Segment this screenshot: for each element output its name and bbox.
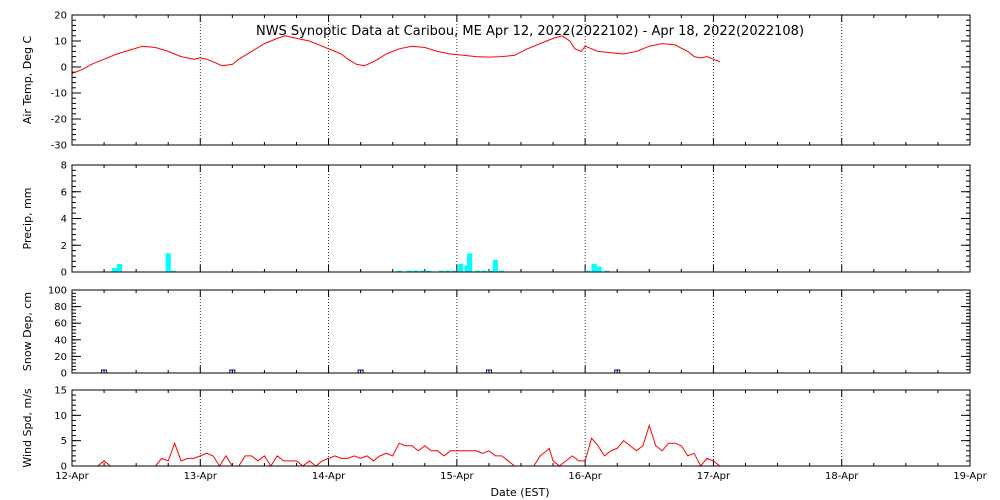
precip-bar — [492, 259, 498, 272]
x-tick-label: 18-Apr — [825, 471, 859, 482]
series-line-temp — [71, 35, 721, 74]
y-tick-label: 20 — [54, 11, 67, 22]
x-tick-label: 12-Apr — [55, 471, 89, 482]
panel-frame — [71, 164, 971, 273]
y-tick-label: 6 — [61, 187, 67, 198]
precip-bar — [458, 263, 464, 272]
y-tick-label: 0 — [61, 63, 67, 74]
precip-bar — [591, 263, 597, 272]
x-tick-label: 17-Apr — [697, 471, 731, 482]
y-tick-label: 40 — [54, 335, 67, 346]
x-axis-label: Date (EST) — [490, 486, 549, 499]
x-tick-label: 15-Apr — [440, 471, 474, 482]
panel-frame — [71, 289, 971, 374]
y-tick-label: 10 — [54, 37, 67, 48]
precip-bar — [445, 270, 451, 272]
precip-bar — [467, 253, 473, 272]
panel-temp: -30 -20 -10 0 10 20 Air Temp, Deg C — [21, 11, 971, 152]
y-tick-label: -30 — [51, 141, 67, 152]
panels: -30 -20 -10 0 10 20 Air Temp, Deg C 0 2 4 6 8 Precip… — [21, 11, 988, 483]
y-axis-label-temp: Air Temp, Deg C — [21, 36, 34, 125]
precip-bar — [116, 263, 123, 272]
precip-bar — [604, 270, 610, 272]
x-tick-label: 13-Apr — [184, 471, 218, 482]
y-axis-label-snow: Snow Dep, cm — [21, 292, 34, 371]
precip-bar — [451, 270, 457, 272]
precip-bar — [487, 270, 493, 272]
y-tick-label: 15 — [54, 386, 67, 397]
y-tick-label: 4 — [61, 214, 67, 225]
x-tick-label: 19-Apr — [953, 471, 987, 482]
precip-bar — [426, 270, 432, 272]
series-line-wind — [72, 423, 721, 467]
precip-bar — [165, 253, 171, 272]
y-tick-label: 5 — [61, 436, 67, 447]
chart-title: NWS Synoptic Data at Caribou, ME Apr 12,… — [256, 24, 804, 39]
y-tick-label: 60 — [54, 319, 67, 330]
y-tick-label: 2 — [61, 241, 67, 252]
precip-bar — [596, 266, 602, 272]
y-axis-label-wind: Wind Spd, m/s — [21, 388, 34, 468]
panel-precip: 0 2 4 6 8 Precip, mm — [21, 161, 971, 279]
x-tick-label: 14-Apr — [312, 471, 346, 482]
y-tick-label: 8 — [61, 161, 67, 172]
precip-bar — [474, 270, 480, 272]
y-tick-label: 0 — [61, 369, 67, 380]
precip-bar — [481, 270, 487, 272]
x-tick-label: 16-Apr — [568, 471, 602, 482]
precip-bar — [585, 270, 591, 272]
precip-bar — [396, 270, 402, 272]
y-tick-label: -10 — [51, 89, 67, 100]
panel-wind: 0 5 10 15 Wind Spd, m/s — [21, 386, 971, 473]
precip-bar — [170, 270, 176, 272]
y-tick-label: 80 — [54, 302, 67, 313]
precip-bar — [419, 270, 425, 272]
y-axis-label-precip: Precip, mm — [21, 188, 34, 250]
y-tick-label: 20 — [54, 352, 67, 363]
precip-bar — [438, 270, 445, 272]
precip-bar — [413, 270, 419, 272]
y-tick-label: 0 — [61, 462, 67, 473]
precip-bar — [111, 267, 117, 272]
precip-bar — [406, 270, 412, 272]
panel-frame — [71, 389, 971, 467]
precip-bar — [464, 265, 470, 272]
panel-frame — [71, 14, 971, 146]
y-tick-label: 0 — [61, 268, 67, 279]
y-tick-label: 100 — [48, 286, 67, 297]
y-tick-label: -20 — [51, 115, 67, 126]
precip-bar — [499, 270, 505, 272]
y-tick-label: 10 — [54, 411, 67, 422]
panel-snow: 0 20 40 60 80 100 Snow Dep, cm — [21, 286, 971, 380]
